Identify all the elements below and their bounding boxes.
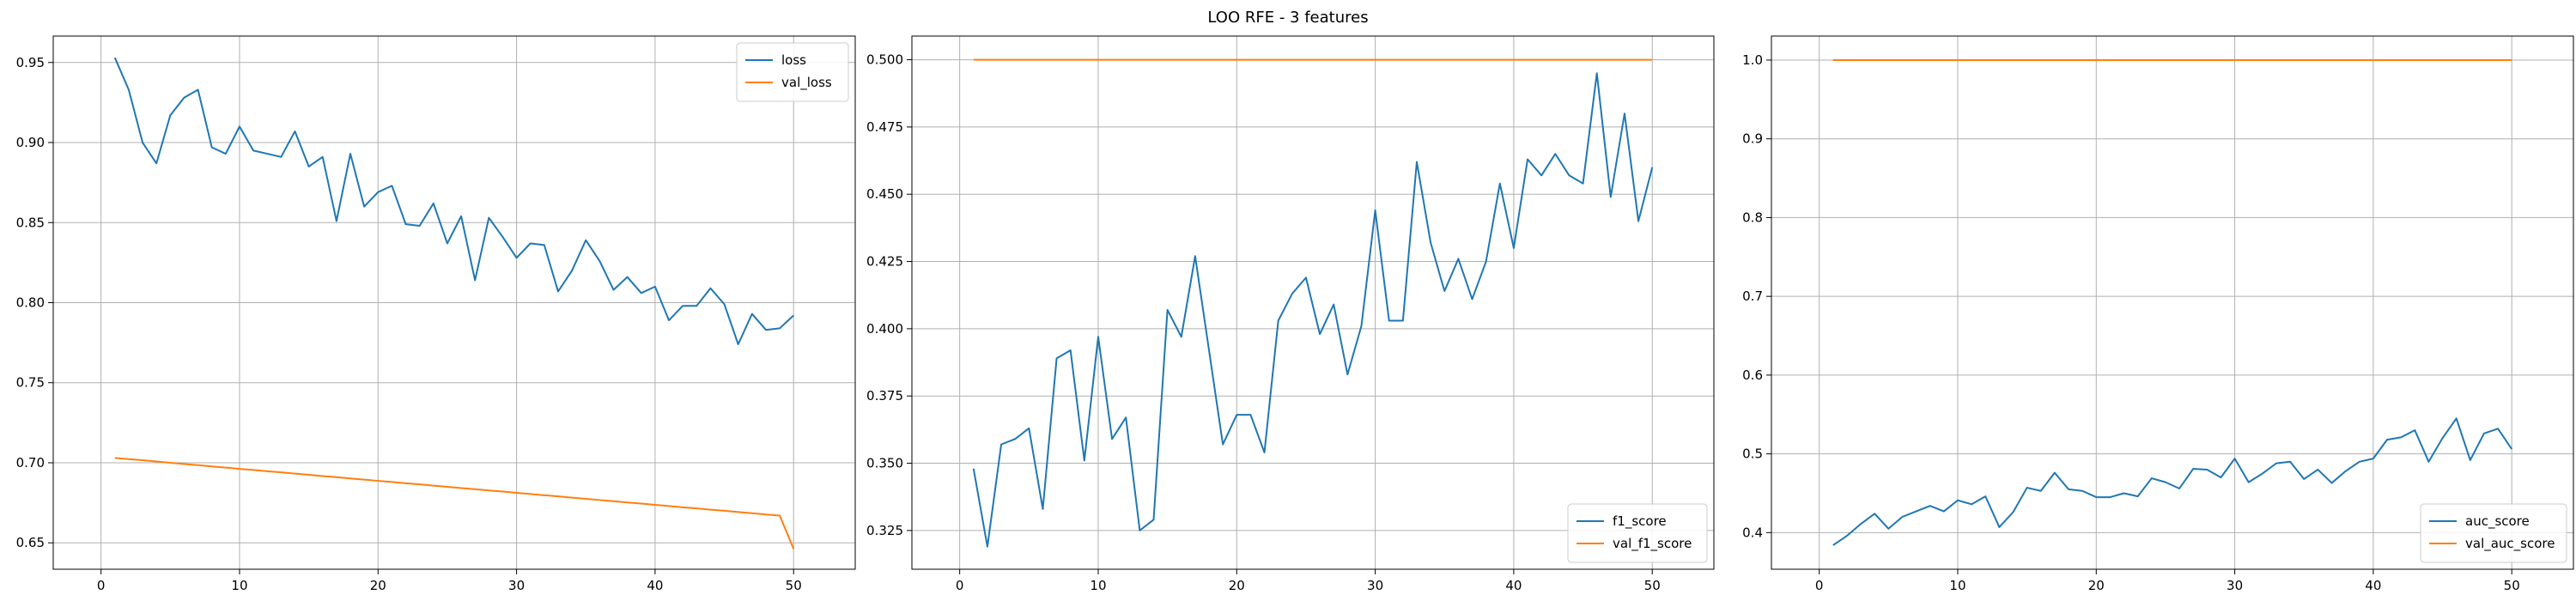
y-tick-label: 0.7 <box>1742 288 1763 304</box>
y-tick-label: 0.90 <box>16 135 45 150</box>
y-tick-label: 0.375 <box>866 388 903 404</box>
y-tick-label: 0.65 <box>16 535 45 550</box>
y-tick-label: 0.4 <box>1742 525 1763 540</box>
legend-label-auc_score: auc_score <box>2465 513 2530 530</box>
y-tick-label: 0.5 <box>1742 446 1763 462</box>
x-tick-label: 50 <box>2504 578 2520 593</box>
x-tick-label: 50 <box>786 578 802 593</box>
legend: auc_score val_auc_score <box>2420 503 2567 563</box>
axes-frame <box>911 35 1715 570</box>
y-tick-label: 0.9 <box>1742 131 1763 147</box>
x-tick-label: 30 <box>1367 578 1383 593</box>
series-line-val_loss <box>114 457 795 549</box>
legend-box <box>2420 503 2567 563</box>
y-tick-label: 0.400 <box>866 321 903 337</box>
axes-frame <box>52 35 856 570</box>
x-tick-label: 10 <box>1949 578 1965 593</box>
x-tick-label: 20 <box>1229 578 1245 593</box>
y-tick-label: 0.6 <box>1742 367 1763 383</box>
y-tick-label: 0.325 <box>866 523 903 538</box>
y-tick-label: 0.500 <box>866 52 903 68</box>
x-tick-label: 40 <box>1505 578 1522 593</box>
y-tick-label: 0.75 <box>16 375 45 391</box>
y-tick-label: 0.450 <box>866 186 903 202</box>
legend-label-val_loss: val_loss <box>781 75 832 91</box>
legend-label-f1_score: f1_score <box>1613 513 1667 530</box>
axes-frame <box>1771 35 2574 570</box>
legend-box <box>736 42 849 102</box>
y-tick-label: 0.85 <box>16 215 45 230</box>
figure-title: LOO RFE - 3 features <box>1207 9 1369 27</box>
subplot-f1-score: 0 10 20 30 40 50 0.325 0.350 0.375 0.400 0.425 0.45… <box>866 35 1715 593</box>
legend-box <box>1567 503 1708 563</box>
legend-label-val_f1_score: val_f1_score <box>1613 536 1692 552</box>
series-line-loss <box>113 57 794 345</box>
y-tick-label: 0.475 <box>866 119 903 135</box>
y-tick-label: 0.95 <box>16 55 45 70</box>
x-tick-label: 0 <box>97 578 106 593</box>
x-tick-label: 20 <box>370 578 386 593</box>
subplot-auc-score: 0 10 20 30 40 50 0.4 0.5 0.6 0.7 0.8 0.9 1.0 auc_scor… <box>1742 35 2574 593</box>
y-tick-label: 0.70 <box>16 455 45 470</box>
x-tick-label: 20 <box>2088 578 2105 593</box>
x-tick-label: 30 <box>508 578 525 593</box>
legend: f1_score val_f1_score <box>1567 503 1708 563</box>
legend-label-loss: loss <box>781 52 806 68</box>
y-tick-label: 0.350 <box>866 456 903 471</box>
y-tick-label: 1.0 <box>1742 52 1763 68</box>
legend: loss val_loss <box>736 42 849 102</box>
x-tick-label: 40 <box>2365 578 2381 593</box>
y-tick-label: 0.425 <box>866 254 903 270</box>
series-line-f1_score <box>972 72 1654 548</box>
y-tick-label: 0.80 <box>16 295 45 311</box>
x-tick-label: 10 <box>1090 578 1106 593</box>
x-tick-label: 0 <box>1815 578 1824 593</box>
x-tick-label: 50 <box>1644 578 1661 593</box>
y-tick-label: 0.8 <box>1742 209 1763 225</box>
x-tick-label: 10 <box>231 578 247 593</box>
x-tick-label: 40 <box>647 578 663 593</box>
x-tick-label: 30 <box>2227 578 2243 593</box>
series-line-auc_score <box>1832 417 2513 546</box>
x-tick-label: 0 <box>956 578 964 593</box>
legend-label-val_auc_score: val_auc_score <box>2465 536 2555 552</box>
subplot-loss: 0 10 20 30 40 50 0.65 0.70 0.75 0.80 0.85 0.90 0.95 l… <box>16 35 856 593</box>
